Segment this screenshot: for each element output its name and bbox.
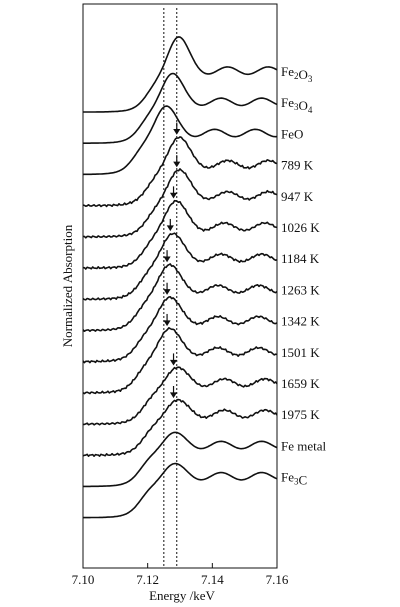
series-label: 1184 K	[281, 251, 320, 266]
series-label: FeO	[281, 126, 303, 141]
x-tick-label: 7.14	[201, 572, 224, 587]
spectrum-curve	[83, 36, 278, 113]
y-axis-label: Normalized Absorption	[60, 224, 75, 347]
series-label: Fe3O4	[281, 95, 313, 115]
series-label: 1975 K	[281, 407, 320, 422]
series-label: 1501 K	[281, 345, 320, 360]
series-label: 947 K	[281, 189, 314, 204]
series-label: Fe3C	[281, 470, 307, 488]
x-tick-label: 7.16	[266, 572, 289, 587]
peak-arrow-head	[173, 161, 181, 168]
peak-markers	[163, 122, 181, 399]
peak-arrow-head	[169, 192, 178, 199]
spectra-curves	[82, 36, 278, 519]
peak-arrow-head	[163, 320, 171, 327]
series-label: 1263 K	[281, 282, 320, 297]
peak-arrow-head	[166, 225, 174, 232]
peak-arrow-head	[163, 256, 171, 263]
spectrum-curve	[82, 232, 278, 301]
plot-frame	[82, 3, 278, 569]
x-tick-label: 7.10	[72, 572, 95, 587]
x-tick-label: 7.12	[136, 572, 159, 587]
spectrum-curve	[82, 168, 278, 239]
series-label: 1026 K	[281, 220, 320, 235]
peak-arrow-head	[169, 392, 178, 399]
peak-arrow-head	[163, 289, 171, 295]
spectrum-curve	[83, 199, 278, 270]
reference-lines	[163, 8, 178, 566]
spectrum-curve	[82, 398, 278, 457]
x-axis-label: Energy /keV	[149, 588, 215, 603]
spectrum-curve	[83, 431, 278, 488]
spectrum-curve	[83, 462, 278, 519]
peak-arrow-head	[169, 359, 178, 366]
spectrum-curve	[82, 105, 278, 176]
spectrum-curve	[82, 136, 278, 208]
spectrum-curve	[82, 263, 278, 332]
series-label: 1342 K	[281, 314, 320, 329]
x-axis-ticks: 7.10 7.12 7.14 7.16	[72, 563, 289, 587]
series-label: Fe2O3	[281, 64, 313, 84]
spectrum-curve	[83, 72, 278, 144]
spectrum-curve	[82, 296, 278, 364]
spectrum-curve	[83, 366, 278, 426]
spectrum-curve	[82, 327, 278, 395]
series-label: Fe metal	[281, 438, 327, 453]
series-labels: Fe2O3 Fe3O4 FeO 789 K 947 K 1026 K 1184 K 1263 …	[281, 64, 327, 488]
series-label: 789 K	[281, 158, 314, 173]
series-label: 1659 K	[281, 376, 320, 391]
peak-arrow-head	[173, 129, 181, 135]
